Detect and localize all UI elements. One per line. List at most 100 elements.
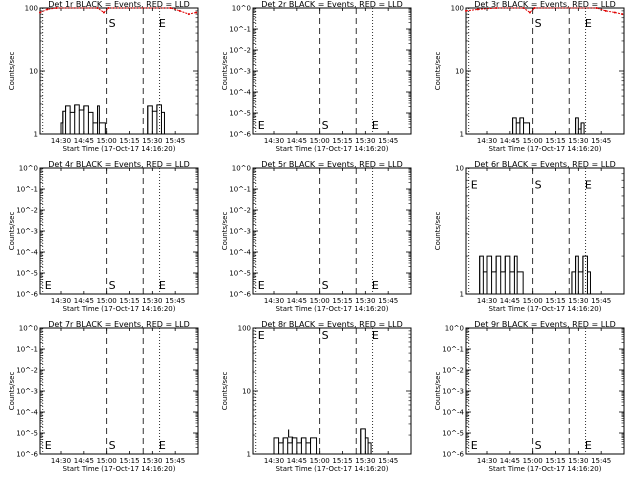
chart-panel-4: Det 4r BLACK = Events, RED = LLD 14:30 14:… (8, 160, 199, 313)
plot-frame (465, 7, 625, 135)
x-tick-label: 15:00 (310, 297, 330, 305)
x-tick-label: 15:30 (568, 137, 588, 145)
y-tick-label: 10^-2 (442, 367, 464, 375)
chart-panel-3: Det 3r BLACK = Events, RED = LLD 14:30 14:… (434, 0, 625, 153)
x-axis-label: Start Time (17-Oct-17 14:16:20) (63, 305, 176, 313)
y-axis-label: Counts/sec (221, 372, 229, 411)
annotation-e: E (585, 439, 592, 452)
x-axis-label: Start Time (17-Oct-17 14:16:20) (489, 305, 602, 313)
annotation-e: E (372, 279, 379, 292)
events-series (273, 428, 372, 454)
x-tick-label: 15:15 (119, 137, 139, 145)
annotation-s: S (322, 279, 329, 292)
x-tick-label: 14:30 (51, 297, 71, 305)
y-tick-label: 10^-5 (229, 270, 251, 278)
lld-point-5 (533, 7, 536, 9)
y-axis-label: Counts/sec (8, 372, 16, 411)
lld-point-4 (102, 11, 105, 14)
annotation-e: E (45, 279, 52, 292)
annotation-e: E (159, 439, 166, 452)
lld-point-9 (195, 11, 198, 14)
y-axis-label: Counts/sec (221, 52, 229, 91)
lld-series (39, 7, 197, 15)
lld-point-4 (528, 11, 531, 14)
x-tick-label: 14:30 (477, 457, 497, 465)
x-tick-label: 15:45 (378, 297, 398, 305)
y-tick-label: 10^-5 (16, 430, 38, 438)
x-tick-label: 15:00 (310, 457, 330, 465)
y-tick-label: 1 (34, 131, 38, 139)
x-tick-label: 14:45 (287, 457, 307, 465)
y-tick-label: 10^0 (232, 165, 251, 173)
x-tick-label: 14:45 (500, 457, 520, 465)
x-axis-label: Start Time (17-Oct-17 14:16:20) (276, 305, 389, 313)
x-axis-label: Start Time (17-Oct-17 14:16:20) (489, 465, 602, 473)
y-tick-label: 10^-3 (16, 388, 38, 396)
y-tick-label: 10^-4 (229, 89, 251, 97)
x-tick-label: 14:45 (500, 137, 520, 145)
annotation-s: S (109, 279, 116, 292)
chart-panel-1: Det 1r BLACK = Events, RED = LLD 14:30 14:… (8, 0, 199, 153)
lld-point-6 (169, 7, 172, 9)
lld-series (465, 7, 623, 15)
x-tick-label: 15:30 (355, 137, 375, 145)
x-tick-label: 14:30 (477, 297, 497, 305)
x-tick-label: 15:15 (545, 457, 565, 465)
y-tick-label: 10^-2 (16, 207, 38, 215)
chart-panel-6: Det 6r BLACK = Events, RED = LLD 14:30 14:… (434, 160, 625, 313)
annotation-s: S (109, 439, 116, 452)
annotation-e: E (45, 439, 52, 452)
y-tick-label: 10 (29, 68, 38, 76)
chart-title: Det 1r BLACK = Events, RED = LLD (48, 0, 190, 9)
lld-point-5 (107, 7, 110, 9)
plot-frame (39, 7, 199, 135)
plot-frame (465, 327, 625, 455)
y-tick-label: 10^-4 (442, 409, 464, 417)
y-axis-label: Counts/sec (434, 52, 442, 91)
y-tick-label: 1 (247, 451, 251, 459)
x-tick-label: 14:30 (477, 137, 497, 145)
lld-point-8 (187, 13, 190, 16)
x-tick-label: 14:30 (264, 457, 284, 465)
y-tick-label: 10^-1 (229, 26, 251, 34)
annotation-s: S (535, 179, 542, 192)
plot-frame (252, 167, 412, 295)
x-tick-label: 14:45 (500, 297, 520, 305)
annotation-e: E (159, 279, 166, 292)
y-tick-label: 10^-5 (16, 270, 38, 278)
x-tick-label: 15:30 (142, 297, 162, 305)
y-tick-label: 100 (451, 5, 464, 13)
y-tick-label: 10^-1 (16, 186, 38, 194)
annotation-s: S (322, 119, 329, 132)
y-tick-label: 10^-6 (16, 451, 38, 459)
x-tick-label: 15:45 (165, 457, 185, 465)
x-tick-label: 14:45 (287, 297, 307, 305)
y-tick-label: 1 (460, 291, 464, 299)
y-tick-label: 10^-4 (229, 249, 251, 257)
y-tick-label: 10^-4 (16, 409, 38, 417)
x-tick-label: 15:00 (97, 457, 117, 465)
lld-point-8 (613, 11, 616, 14)
x-tick-label: 15:30 (568, 457, 588, 465)
x-axis-label: Start Time (17-Oct-17 14:16:20) (489, 145, 602, 153)
x-tick-label: 15:00 (97, 297, 117, 305)
x-tick-label: 15:45 (165, 297, 185, 305)
annotation-e: E (258, 329, 265, 342)
chart-panel-5: Det 5r BLACK = Events, RED = LLD 14:30 14:… (221, 160, 412, 313)
x-tick-label: 15:45 (378, 457, 398, 465)
x-axis-label: Start Time (17-Oct-17 14:16:20) (63, 465, 176, 473)
y-tick-label: 10^-3 (442, 388, 464, 396)
y-tick-label: 10^-5 (229, 110, 251, 118)
y-tick-label: 10^0 (445, 325, 464, 333)
x-tick-label: 15:45 (591, 137, 611, 145)
annotation-e: E (258, 279, 265, 292)
chart-panel-2: Det 2r BLACK = Events, RED = LLD 14:30 14:… (221, 0, 412, 153)
x-tick-label: 15:15 (119, 457, 139, 465)
y-tick-label: 10^-6 (16, 291, 38, 299)
x-tick-label: 15:30 (568, 297, 588, 305)
x-tick-label: 15:15 (332, 457, 352, 465)
x-axis-label: Start Time (17-Oct-17 14:16:20) (63, 145, 176, 153)
lld-point-3 (522, 7, 525, 9)
y-tick-label: 100 (25, 5, 38, 13)
chart-title: Det 2r BLACK = Events, RED = LLD (261, 0, 403, 9)
